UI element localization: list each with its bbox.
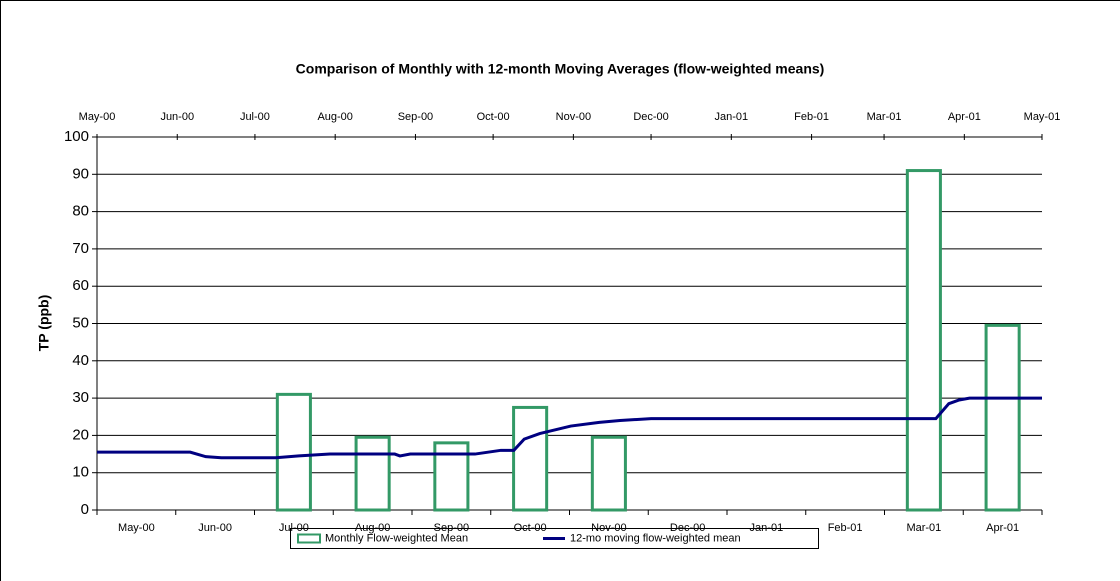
legend-swatch [297, 533, 321, 544]
x2-tick-label: Sep-00 [398, 111, 433, 123]
legend-label: Monthly Flow-weighted Mean [325, 532, 468, 544]
x2-tick-label: Aug-00 [317, 111, 352, 123]
bar [905, 169, 942, 512]
y-tick-label: 30 [72, 389, 89, 406]
bar [354, 435, 391, 512]
legend-label: 12-mo moving flow-weighted mean [570, 532, 741, 544]
bar [275, 392, 312, 512]
x-tick-label: Jan-01 [750, 522, 784, 534]
x2-tick-label: Apr-01 [948, 111, 981, 123]
y-tick-label: 70 [72, 240, 89, 257]
x2-tick-label: Dec-00 [633, 111, 668, 123]
y-tick-label: 10 [72, 464, 89, 481]
x-tick-label: Aug-00 [355, 522, 390, 534]
moving-average-line [97, 396, 1042, 460]
y-tick-label: 20 [72, 426, 89, 443]
bar [984, 323, 1021, 512]
y-tick-label: 50 [72, 314, 89, 331]
x2-tick-label: Jan-01 [714, 111, 748, 123]
y-axis-label: TP (ppb) [36, 295, 52, 352]
x2-tick-label: Nov-00 [556, 111, 591, 123]
x2-tick-label: Jul-00 [240, 111, 270, 123]
y-tick-label: 80 [72, 203, 89, 220]
y-tick-label: 40 [72, 352, 89, 369]
x-tick-label: May-00 [118, 522, 155, 534]
bar [512, 405, 549, 512]
x2-tick-label: May-00 [79, 111, 116, 123]
y-tick-label: 100 [64, 128, 89, 145]
y-tick-label: 90 [72, 165, 89, 182]
x2-tick-label: Oct-00 [477, 111, 510, 123]
x-tick-label: Jun-00 [198, 522, 232, 534]
chart-title: Comparison of Monthly with 12-month Movi… [296, 61, 825, 77]
x-tick-label: Nov-00 [591, 522, 626, 534]
x2-tick-label: May-01 [1024, 111, 1061, 123]
y-tick-label: 60 [72, 277, 89, 294]
x-tick-label: Dec-00 [670, 522, 705, 534]
y-tick-label: 0 [81, 501, 89, 518]
x-tick-label: Feb-01 [828, 522, 863, 534]
x-tick-label: Oct-00 [514, 522, 547, 534]
x-tick-label: Jul-00 [279, 522, 309, 534]
x-tick-label: Sep-00 [434, 522, 469, 534]
x2-tick-label: Jun-00 [160, 111, 194, 123]
x-tick-label: Apr-01 [986, 522, 1019, 534]
x2-tick-label: Mar-01 [867, 111, 902, 123]
x-tick-label: Mar-01 [906, 522, 941, 534]
x2-tick-label: Feb-01 [794, 111, 829, 123]
bar [590, 435, 627, 512]
